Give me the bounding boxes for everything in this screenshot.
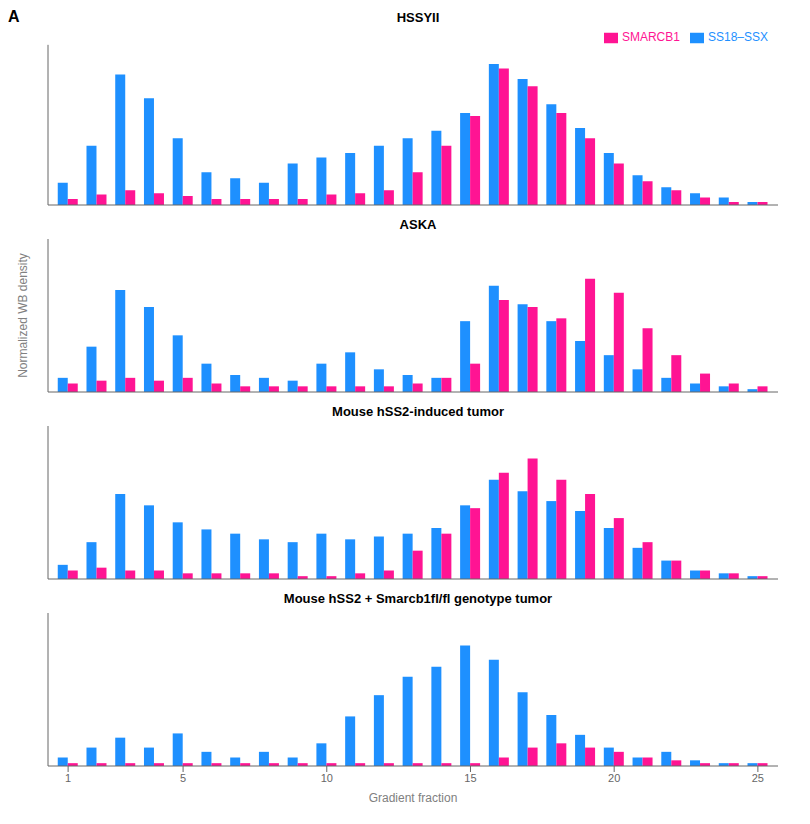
html-text:A: A — [8, 8, 20, 25]
html-text:Mouse hSS2-induced tumor: Mouse hSS2-induced tumor — [332, 404, 504, 419]
svg-text:20: 20 — [608, 772, 620, 784]
html-text:SS18–SSX: SS18–SSX — [708, 30, 768, 44]
html-text:SMARCB1: SMARCB1 — [621, 30, 680, 44]
svg-text:10: 10 — [321, 772, 333, 784]
svg-text:15: 15 — [464, 772, 476, 784]
svg-text:25: 25 — [752, 772, 764, 784]
svg-text:5: 5 — [180, 772, 186, 784]
html-text:Mouse hSS2 + Smarcb1fl/fl geno: Mouse hSS2 + Smarcb1fl/fl genotype tumor — [283, 591, 553, 606]
svg-text:Normalized WB density: Normalized WB density — [16, 253, 30, 378]
html-text:ASKA: ASKA — [399, 217, 437, 232]
svg-text:Gradient fraction: Gradient fraction — [369, 791, 458, 805]
svg-text:1: 1 — [65, 772, 71, 784]
html-text:HSSYII: HSSYII — [396, 10, 440, 25]
